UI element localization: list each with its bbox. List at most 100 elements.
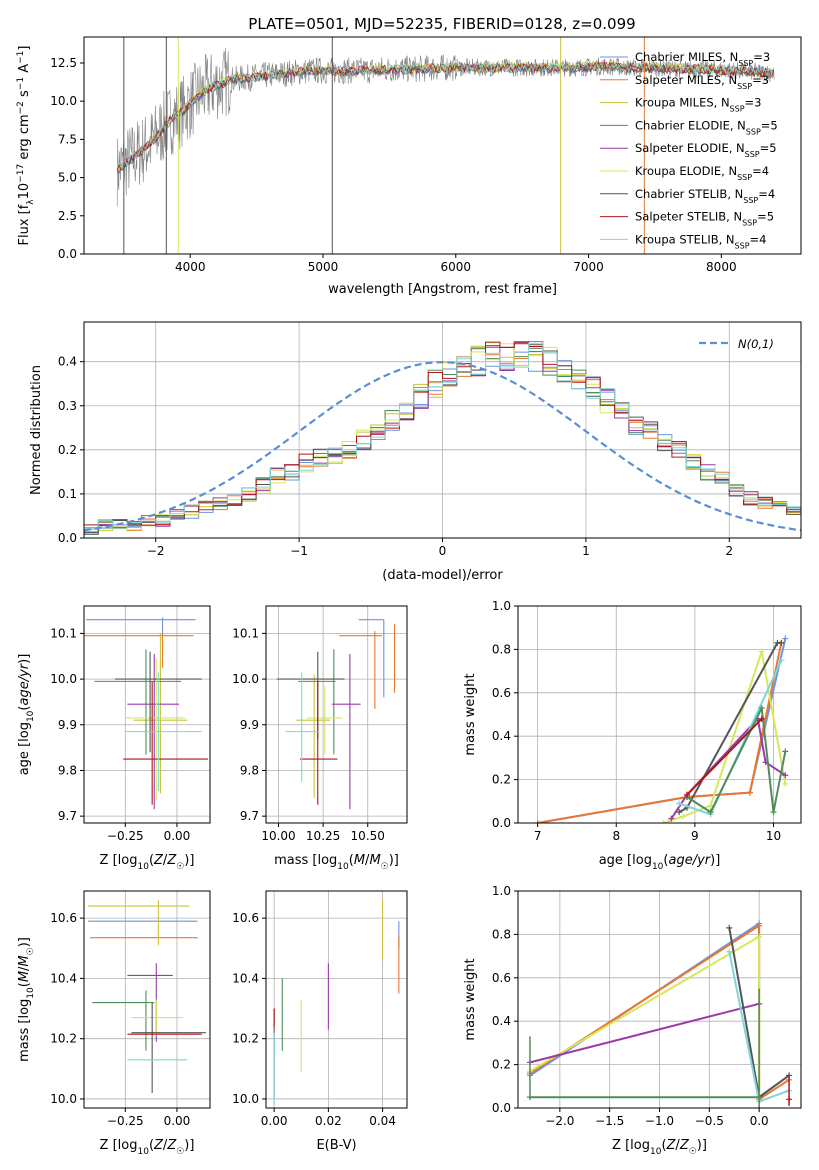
legend-label: Kroupa ELODIE, NSSP=4: [635, 164, 769, 182]
y-tick-label: 0.1: [58, 487, 77, 501]
legend: Chabrier MILES, NSSP=3 Salpeter MILES, NS…: [600, 50, 778, 250]
y-tick-label: 9.7: [240, 809, 259, 823]
x-tick-label: −2: [147, 544, 165, 558]
x-axis-label: age [log10(age/yr)]: [599, 853, 721, 872]
legend-label: Salpeter ELODIE, NSSP=5: [635, 141, 777, 159]
x-tick-label: 10.50: [351, 829, 385, 843]
y-tick-label: 5.0: [58, 171, 77, 185]
x-tick-label: −1.0: [645, 1114, 674, 1128]
y-tick-label: 10.2: [50, 1032, 77, 1046]
x-tick-label: 7: [534, 829, 542, 843]
weight-marker: [534, 820, 541, 823]
y-tick-label: 12.5: [50, 56, 77, 70]
x-tick-label: 0: [439, 544, 447, 558]
x-tick-label: −0.5: [695, 1114, 724, 1128]
plot-area: [276, 619, 396, 810]
weight-marker: [778, 657, 785, 664]
axes-frame: [83, 605, 211, 824]
axes-frame: [517, 605, 802, 824]
axes-frame: [265, 605, 408, 824]
weight-marker: [782, 748, 789, 755]
y-tick-label: 0.4: [492, 729, 511, 743]
x-tick-label: 0.0: [750, 1114, 769, 1128]
y-tick-label: 9.9: [58, 718, 77, 732]
normal-reference-curve: [84, 360, 801, 532]
x-tick-label: 4000: [175, 260, 206, 274]
y-tick-label: 0.2: [58, 443, 77, 457]
plot-area: [88, 900, 206, 1093]
y-tick-label: 0.2: [492, 1058, 511, 1072]
x-tick-label: 0.00: [261, 1114, 288, 1128]
plot-area: [534, 635, 789, 823]
y-tick-label: 10.1: [50, 626, 77, 640]
y-tick-label: 0.0: [492, 816, 511, 830]
weight-marker: [758, 648, 765, 655]
x-tick-label: 0.04: [369, 1114, 396, 1128]
weight-marker: [707, 809, 714, 816]
weight-marker: [660, 820, 667, 823]
y-tick-label: 7.5: [58, 132, 77, 146]
weight-marker: [782, 635, 789, 642]
y-axis-label: Normed distribution: [29, 365, 44, 495]
weight-marker: [756, 933, 763, 940]
y-tick-label: 1.0: [492, 884, 511, 898]
y-tick-label: 0.6: [492, 971, 511, 985]
weight-marker: [726, 948, 733, 955]
y-axis-label: mass [log10(M/M☉)]: [17, 937, 36, 1062]
observed-spectrum: [116, 47, 775, 207]
weight-marker: [684, 791, 691, 798]
y-tick-label: 0.4: [492, 1014, 511, 1028]
model-spectrum: [116, 60, 774, 170]
y-tick-label: 9.8: [58, 763, 77, 777]
weight-marker: [770, 809, 777, 816]
weight-marker: [758, 704, 765, 711]
y-tick-label: 9.7: [58, 809, 77, 823]
weight-line: [529, 1002, 760, 1064]
weight-marker: [778, 639, 785, 646]
y-tick-label: 0.0: [492, 1101, 511, 1115]
legend-label: N(0,1): [738, 337, 774, 351]
weight-marker: [782, 772, 789, 779]
weight-marker: [707, 802, 714, 809]
x-axis-label: mass [log10(M/M☉)]: [274, 853, 399, 872]
x-tick-label: 10: [766, 829, 781, 843]
y-tick-label: 0.2: [492, 773, 511, 787]
y-tick-label: 10.1: [232, 626, 259, 640]
y-tick-label: 2.5: [58, 209, 77, 223]
x-tick-label: 0.00: [164, 1114, 191, 1128]
y-tick-label: 10.4: [50, 971, 77, 985]
weight-marker: [746, 789, 753, 796]
y-axis-label: mass weight: [463, 673, 478, 755]
x-tick-label: 8000: [706, 260, 737, 274]
x-tick-label: 8: [612, 829, 620, 843]
panel-weight-vs-age: 7 8 9 10 0.0 0.2 0.4 0.6 0.8 1.0 age [log10(age/yr…: [463, 599, 802, 872]
panel-mass-vs-Z: −0.25 0.00 10.0 10.2 10.4 10.6 Z [log10(Z/Z☉)]…: [17, 890, 211, 1157]
y-tick-label: 0.0: [58, 247, 77, 261]
plot-area: [273, 900, 400, 1105]
legend-label: Salpeter STELIB, NSSP=5: [635, 210, 774, 228]
axes-frame: [517, 890, 802, 1109]
panel-residuals: −2 −1 0 1 2 0.0 0.1 0.2 0.3 0.4 (data-model)/error…: [29, 321, 802, 583]
panel-spectrum: 4000 5000 6000 7000 8000 0.0 2.5 5.0 7.5 10.0 12.5…: [16, 36, 802, 297]
y-axis-label: mass weight: [463, 958, 478, 1040]
x-axis-label: E(B-V): [316, 1138, 356, 1153]
weight-marker: [676, 800, 683, 807]
axes-frame: [83, 36, 802, 255]
y-tick-label: 0.0: [58, 531, 77, 545]
weight-marker: [726, 924, 733, 931]
x-axis-label: Z [log10(Z/Z☉)]: [100, 853, 195, 872]
x-axis-label: wavelength [Angstrom, rest frame]: [328, 282, 557, 297]
plot-area: [84, 341, 801, 535]
x-tick-label: −0.25: [107, 1114, 144, 1128]
y-tick-label: 10.6: [232, 911, 259, 925]
x-axis-label: (data-model)/error: [382, 568, 503, 583]
x-tick-label: 0.00: [164, 829, 191, 843]
x-tick-label: 6000: [441, 260, 472, 274]
axes-frame: [83, 890, 211, 1109]
panel-mass-vs-EBV: 0.00 0.02 0.04 10.0 10.2 10.4 10.6 E(B-V): [232, 890, 408, 1153]
x-tick-label: 9: [691, 829, 699, 843]
weight-marker: [758, 715, 765, 722]
x-tick-label: −0.25: [107, 829, 144, 843]
legend-label: Chabrier MILES, NSSP=3: [635, 50, 770, 68]
